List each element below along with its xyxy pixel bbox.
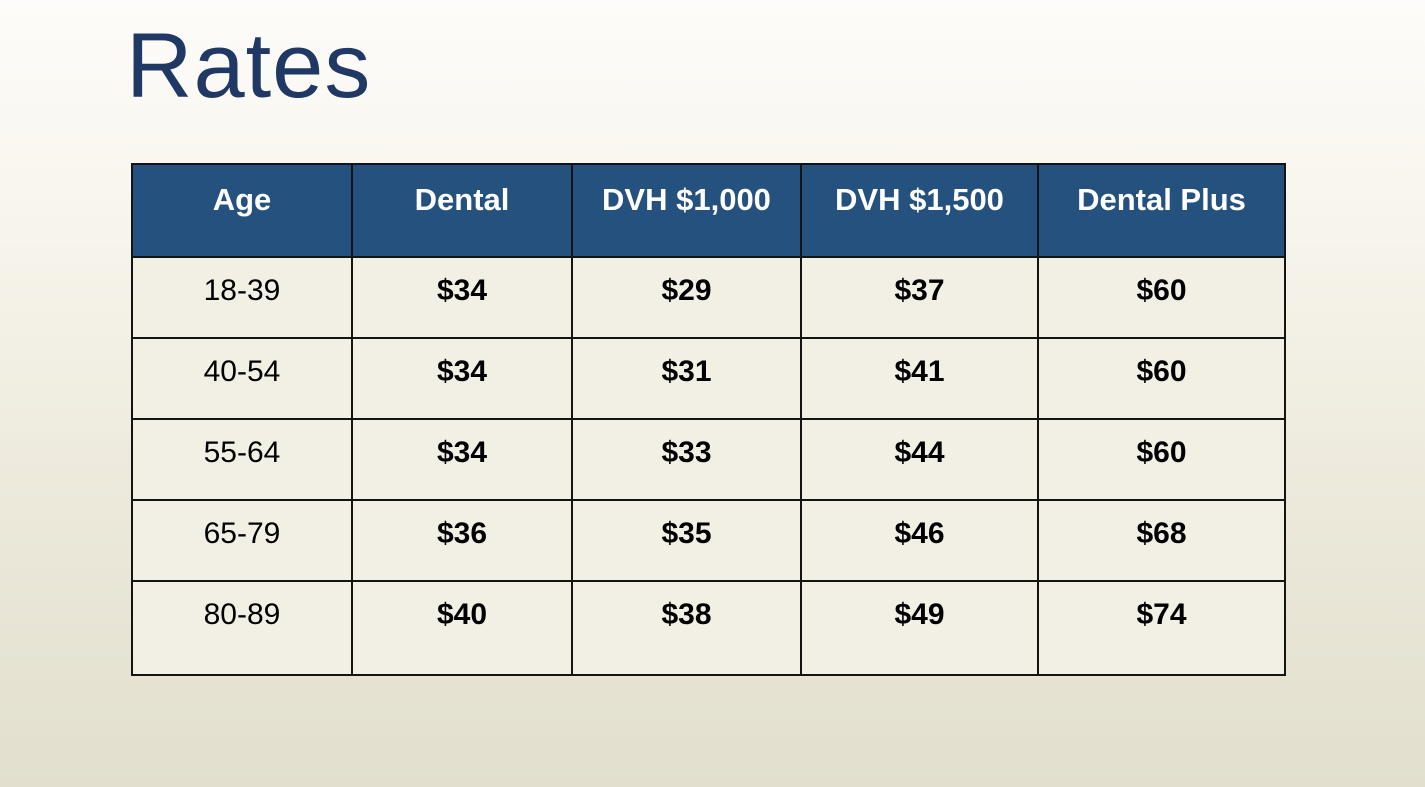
age-cell: 65-79 — [131, 499, 353, 582]
table-row: 55-64 $34 $33 $44 $60 — [131, 418, 1286, 501]
table-row: 80-89 $40 $38 $49 $74 — [131, 580, 1286, 676]
age-cell: 18-39 — [131, 256, 353, 339]
table-row: 18-39 $34 $29 $37 $60 — [131, 256, 1286, 339]
rate-cell: $38 — [571, 580, 802, 676]
age-cell: 40-54 — [131, 337, 353, 420]
rate-cell: $31 — [571, 337, 802, 420]
rate-cell: $36 — [351, 499, 573, 582]
rate-cell: $37 — [800, 256, 1039, 339]
table-row: 40-54 $34 $31 $41 $60 — [131, 337, 1286, 420]
rate-cell: $33 — [571, 418, 802, 501]
rate-cell: $60 — [1037, 256, 1286, 339]
column-header: Dental — [351, 163, 573, 258]
column-header: Dental Plus — [1037, 163, 1286, 258]
rate-cell: $35 — [571, 499, 802, 582]
rate-cell: $60 — [1037, 418, 1286, 501]
rate-cell: $29 — [571, 256, 802, 339]
rate-cell: $41 — [800, 337, 1039, 420]
table-row: 65-79 $36 $35 $46 $68 — [131, 499, 1286, 582]
rate-cell: $46 — [800, 499, 1039, 582]
age-cell: 55-64 — [131, 418, 353, 501]
rate-cell: $60 — [1037, 337, 1286, 420]
rates-table: Age Dental DVH $1,000 DVH $1,500 Dental Plus… — [131, 163, 1286, 676]
rate-cell: $49 — [800, 580, 1039, 676]
rate-cell: $68 — [1037, 499, 1286, 582]
page-title: Rates — [126, 15, 372, 117]
rate-cell: $34 — [351, 256, 573, 339]
rate-cell: $44 — [800, 418, 1039, 501]
table-header-row: Age Dental DVH $1,000 DVH $1,500 Dental Plus — [131, 163, 1286, 258]
age-cell: 80-89 — [131, 580, 353, 676]
column-header: DVH $1,500 — [800, 163, 1039, 258]
rate-cell: $34 — [351, 418, 573, 501]
rate-cell: $40 — [351, 580, 573, 676]
rate-cell: $34 — [351, 337, 573, 420]
column-header: Age — [131, 163, 353, 258]
rate-cell: $74 — [1037, 580, 1286, 676]
column-header: DVH $1,000 — [571, 163, 802, 258]
